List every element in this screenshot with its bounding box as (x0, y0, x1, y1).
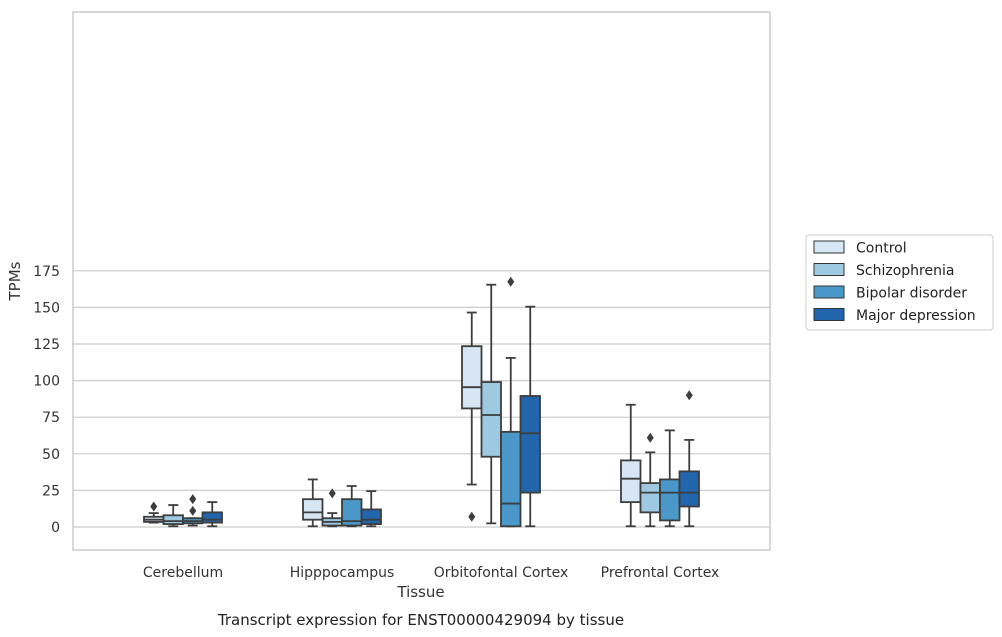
box-body (678, 470, 700, 508)
outlier-point (189, 494, 197, 505)
legend-swatch (813, 240, 845, 254)
y-tick-label-50: 50 (42, 447, 60, 463)
x-tick-label: Cerebellum (143, 565, 223, 581)
legend-label: Schizophrenia (856, 263, 954, 279)
x-tick-label: Hipppocampus (290, 565, 395, 581)
y-tick-label-175: 175 (33, 264, 60, 280)
y-tick-label-75: 75 (42, 410, 60, 426)
gridlines (73, 270, 770, 528)
box-bipolar-disorder (182, 494, 204, 527)
plot-area-frame (72, 11, 771, 551)
x-axis-title: Tissue (396, 583, 444, 601)
box-body (659, 478, 681, 522)
box-control (143, 501, 165, 524)
box-major-depression (360, 490, 382, 528)
legend-label: Control (856, 241, 907, 257)
legend-label: Bipolar disorder (856, 286, 967, 302)
outlier-point (646, 432, 654, 443)
x-tick-label: Prefrontal Cortex (601, 565, 720, 581)
box-body (201, 511, 223, 524)
y-tick-label-0: 0 (51, 520, 60, 536)
box-major-depression (519, 305, 541, 528)
box-body (519, 395, 541, 494)
box-major-depression (678, 390, 700, 528)
outlier-point (328, 488, 336, 499)
outlier-point (685, 390, 693, 401)
box-body (360, 508, 382, 525)
box-body (480, 381, 502, 458)
legend-swatch (813, 308, 845, 321)
box-schizophrenia (162, 504, 184, 528)
box-body (620, 459, 642, 504)
box-control (461, 311, 483, 522)
y-tick-label-150: 150 (33, 300, 60, 316)
legend-swatch (813, 263, 845, 276)
box-schizophrenia (321, 488, 343, 528)
y-tick-label-100: 100 (33, 374, 60, 390)
box-control (620, 403, 642, 528)
box-body (500, 430, 522, 528)
legend-frame (805, 234, 994, 331)
box-body (302, 498, 324, 521)
outlier-point (507, 276, 515, 287)
legend: Control Schizophrenia Bipolar disorder Majo… (805, 234, 994, 331)
x-axis-ticks: Cerebellum Hipppocampus Orbitofontal Corte… (143, 565, 719, 581)
y-axis-title: TPMs (6, 261, 24, 301)
y-tick-label-25: 25 (42, 483, 60, 499)
legend-label: Major depression (856, 308, 976, 324)
box-bipolar-disorder (500, 276, 522, 528)
box-bipolar-disorder (659, 429, 681, 528)
y-tick-label-125: 125 (33, 337, 60, 353)
y-axis-ticks: 0 25 50 75 100 125 150 175 (33, 264, 60, 536)
x-tick-label: Orbitofontal Cortex (434, 565, 569, 581)
box-major-depression (201, 501, 223, 528)
box-control (302, 478, 324, 528)
box-schizophrenia (480, 283, 502, 525)
boxes (143, 276, 700, 528)
box-bipolar-disorder (341, 485, 363, 528)
outlier-point (468, 511, 476, 522)
box-schizophrenia (639, 432, 661, 528)
box-body (461, 345, 483, 410)
legend-swatch (813, 285, 845, 299)
box-body (162, 514, 184, 525)
outlier-point (189, 505, 197, 516)
outlier-point (150, 501, 158, 512)
chart-caption: Transcript expression for ENST0000042909… (217, 611, 624, 629)
box-body (639, 482, 661, 514)
